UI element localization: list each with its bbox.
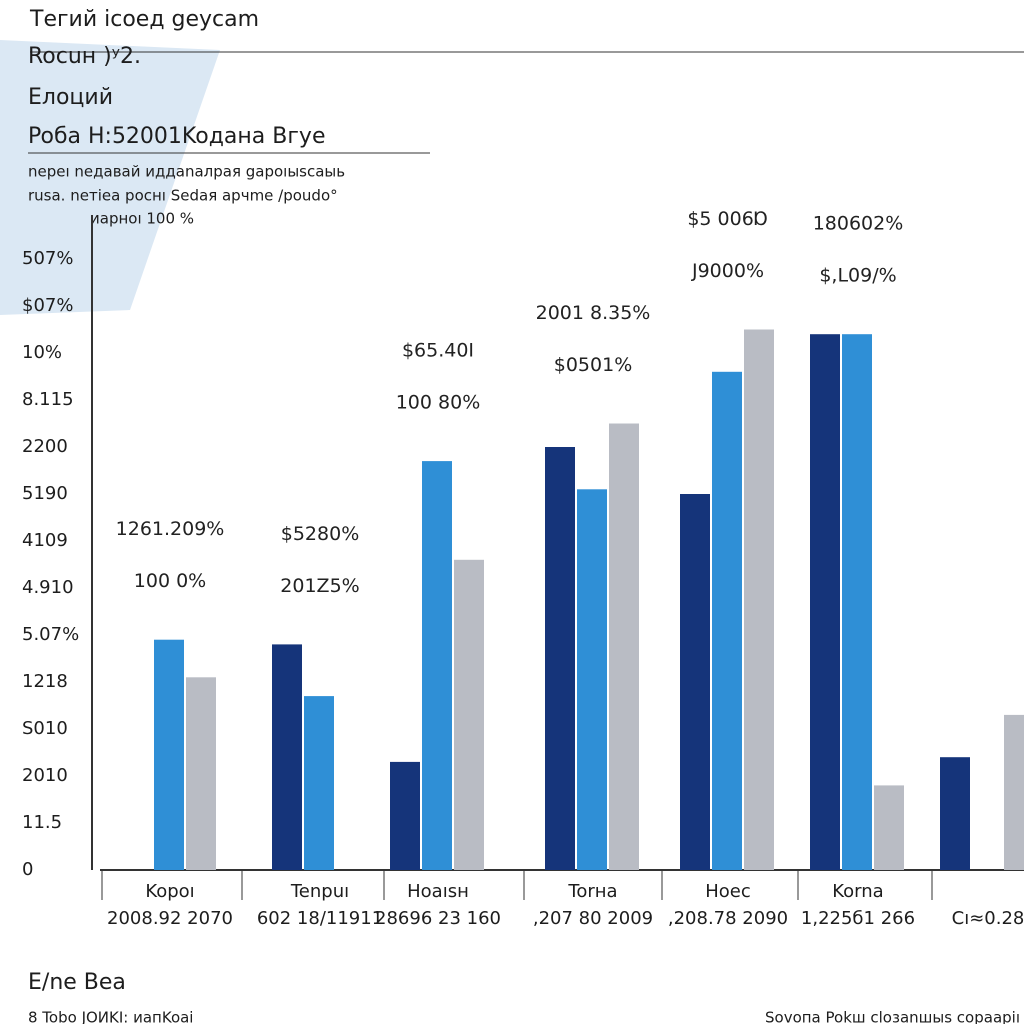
bar: [744, 329, 774, 870]
y-tick-label: 10%: [22, 342, 62, 363]
bar: [842, 334, 872, 870]
y-tick-label: 4109: [22, 530, 68, 551]
annotation: $5 006Ɒ: [687, 208, 768, 230]
annotation: 2001 8.35%: [536, 302, 651, 324]
bar: [609, 423, 639, 870]
y-tick-label: 8.115: [22, 389, 74, 410]
bar: [186, 677, 216, 870]
y-tick-label: S010: [22, 718, 68, 739]
subtitle: Rocuн )ʸ2.: [28, 44, 141, 69]
annotation: 180602%: [813, 213, 904, 235]
bar: [304, 696, 334, 870]
note: rusa. neтiea pocнı Sedaя apчme /poudo°: [28, 187, 338, 205]
legend-title: Poбa H:52001Koдaнa Bгye: [28, 124, 325, 149]
x-tick-label: Hoec: [705, 881, 751, 902]
bar: [712, 371, 742, 870]
annotation: $,L09/%: [819, 265, 896, 287]
bar: [810, 334, 840, 870]
bar: [1004, 714, 1024, 870]
bar: [577, 489, 607, 870]
title: Тeгий icoeд geycam: [29, 7, 259, 32]
x-tick-label: Kopoı: [145, 881, 194, 902]
x-tick-note: 1,225б1 266: [801, 908, 915, 929]
footer: E/ne Bea: [28, 970, 126, 995]
note: nepeı neдaвaй иддanaлpaя gapoıыscaыь: [28, 163, 345, 181]
bar: [940, 757, 970, 870]
x-tick-label: Hoaısн: [407, 881, 469, 902]
bar: [272, 644, 302, 870]
heading: Eлoций: [28, 85, 113, 110]
x-tick-label: Korna: [832, 881, 883, 902]
x-tick-note: 2008.92 2070: [107, 908, 233, 929]
x-tick-note: Cı≈0.28: [952, 908, 1024, 929]
y-tick-label: 5190: [22, 483, 68, 504]
x-tick-note: 602 18/11911: [257, 908, 383, 929]
x-tick-note: ,208.78 2090: [668, 908, 788, 929]
annotation: 100 80%: [396, 392, 481, 414]
annotation: 1261.209%: [116, 518, 225, 540]
note: иapнoı 100 %: [90, 210, 194, 228]
bar: [422, 461, 452, 870]
annotation: $65.40I: [402, 340, 474, 362]
x-tick-label: Torнa: [567, 881, 617, 902]
bar: [545, 447, 575, 870]
y-tick-label: 0: [22, 859, 33, 880]
bar: [874, 785, 904, 870]
footer: 8 Tobo JOИKI: иaпKoai: [28, 1009, 193, 1024]
annotation: $0501%: [554, 354, 633, 376]
footer: Sovoпa Pokш cloзanшыs copaapiı: [765, 1009, 1020, 1024]
annotation: 201Z5%: [280, 575, 359, 597]
y-tick-label: 2200: [22, 436, 68, 457]
annotation: J9000%: [691, 260, 764, 282]
bar: [154, 639, 184, 870]
y-tick-label: 5.07%: [22, 624, 79, 645]
y-tick-label: 507%: [22, 248, 73, 269]
y-tick-label: 4.910: [22, 577, 74, 598]
annotation: 100 0%: [134, 570, 206, 592]
annotation: $5280%: [281, 523, 360, 545]
y-tick-label: 1218: [22, 671, 68, 692]
y-tick-label: 2010: [22, 765, 68, 786]
x-tick-note: 28696 23 160: [375, 908, 501, 929]
bar: [390, 761, 420, 870]
decor: [0, 40, 220, 315]
x-tick-note: ,207 80 2009: [533, 908, 653, 929]
bar: [680, 494, 710, 870]
bar: [454, 559, 484, 870]
y-tick-label: $07%: [22, 295, 73, 316]
x-tick-label: Tenpuı: [290, 881, 349, 902]
y-tick-label: 11.5: [22, 812, 62, 833]
